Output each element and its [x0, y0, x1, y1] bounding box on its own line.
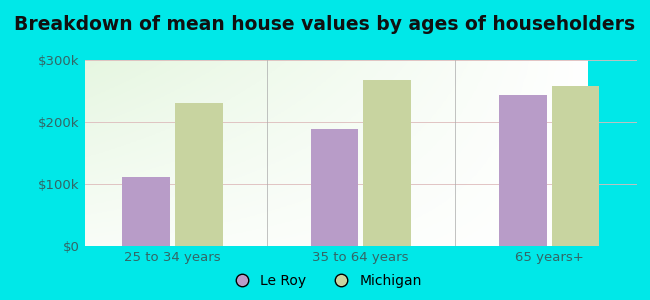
Bar [175, 103, 222, 246]
Bar [552, 86, 599, 246]
Bar [363, 80, 411, 246]
Legend: Le Roy, Michigan: Le Roy, Michigan [223, 268, 427, 293]
Bar [311, 129, 358, 246]
Bar [122, 177, 170, 246]
Bar [499, 95, 547, 246]
Text: Breakdown of mean house values by ages of householders: Breakdown of mean house values by ages o… [14, 15, 636, 34]
